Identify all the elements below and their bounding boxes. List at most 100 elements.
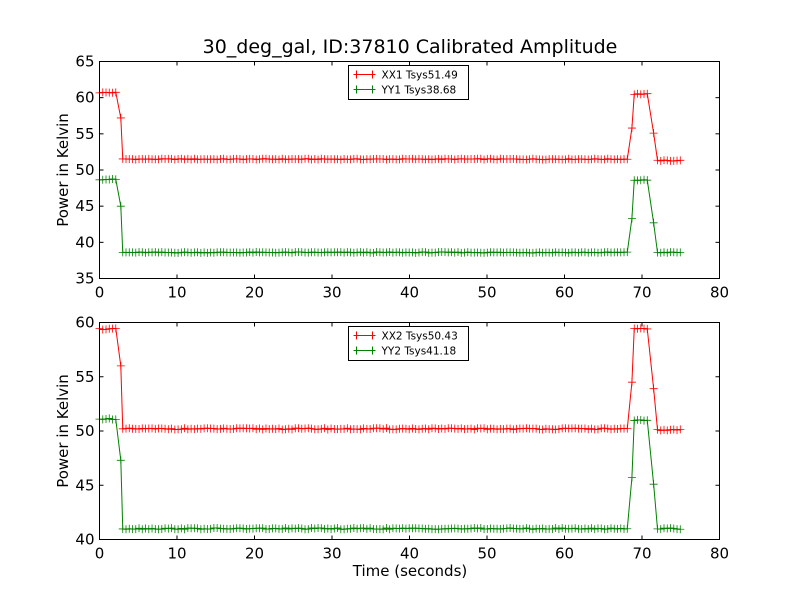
data-point-yy2 xyxy=(623,524,632,533)
data-point-yy2 xyxy=(206,524,215,533)
bottom-legend-box xyxy=(348,326,469,361)
x-tick-label: 60 xyxy=(555,284,574,302)
data-point-xx2 xyxy=(382,424,391,433)
data-point-yy2 xyxy=(669,524,678,533)
legend-marker-icon xyxy=(356,70,373,79)
data-point-xx2 xyxy=(366,425,375,434)
data-point-xx1 xyxy=(541,155,550,164)
data-point-yy2 xyxy=(353,524,362,533)
data-point-yy2 xyxy=(580,524,589,533)
data-point-yy2 xyxy=(676,525,685,534)
bottom-series-layer xyxy=(95,324,685,534)
data-point-xx2 xyxy=(673,426,682,435)
data-point-xx1 xyxy=(346,155,355,164)
bottom-legend: XX2 Tsys50.43 YY2 Tsys41.18 xyxy=(348,326,469,361)
data-point-yy2 xyxy=(522,524,531,533)
legend-entry-yy1: YY1 Tsys38.68 xyxy=(353,85,456,97)
data-point-xx1 xyxy=(226,155,235,164)
data-point-xx1 xyxy=(278,154,287,163)
x-tick-label: 20 xyxy=(245,545,264,563)
y-tick-label: 55 xyxy=(75,125,94,143)
x-tick-label: 40 xyxy=(400,284,419,302)
data-point-yy2 xyxy=(167,524,176,533)
x-tick-label: 70 xyxy=(632,545,651,563)
data-point-xx2 xyxy=(392,425,401,434)
data-point-xx1 xyxy=(450,155,459,164)
bottom-panel: 0 10 20 30 40 50 60 70 80 40 45 50 55 60 Power in Kel… xyxy=(54,314,729,581)
data-point-yy1 xyxy=(574,248,583,257)
series-markers-xx1 xyxy=(95,88,685,165)
data-point-yy2 xyxy=(630,416,639,425)
data-point-xx1 xyxy=(627,124,636,133)
data-point-xx2 xyxy=(323,425,332,434)
legend-entry-xx2: XX2 Tsys50.43 xyxy=(353,331,458,343)
x-tick-label: 10 xyxy=(167,545,186,563)
data-point-yy2 xyxy=(102,415,111,424)
data-point-yy2 xyxy=(607,524,615,533)
data-point-yy2 xyxy=(105,414,114,423)
legend-marker-icon xyxy=(356,85,373,94)
data-point-yy1 xyxy=(116,202,125,211)
data-point-xx2 xyxy=(229,424,238,433)
data-point-yy2 xyxy=(571,524,580,533)
x-tick-label: 30 xyxy=(322,545,341,563)
data-point-yy2 xyxy=(327,525,336,534)
data-point-yy1 xyxy=(111,175,120,184)
data-point-yy1 xyxy=(141,248,150,257)
data-point-xx2 xyxy=(643,324,652,333)
data-point-xx2 xyxy=(424,425,433,434)
y-tick-label: 60 xyxy=(75,314,94,332)
data-point-xx1 xyxy=(213,155,222,164)
data-point-xx2 xyxy=(457,424,466,433)
legend-entry-yy2: YY2 Tsys41.18 xyxy=(353,346,456,358)
data-point-xx1 xyxy=(154,155,163,164)
data-point-yy1 xyxy=(369,248,378,257)
y-tick-label: 45 xyxy=(75,197,94,215)
data-point-yy1 xyxy=(564,248,573,257)
top-legend: XX1 Tsys51.49 YY1 Tsys38.68 xyxy=(348,65,469,100)
data-point-yy1 xyxy=(362,248,371,257)
bottom-y-axis-label: Power in Kelvin xyxy=(54,374,72,488)
data-point-yy2 xyxy=(265,525,274,534)
y-tick-label: 35 xyxy=(75,270,94,288)
data-point-yy1 xyxy=(414,248,423,257)
data-point-yy2 xyxy=(164,524,173,533)
y-tick-label: 50 xyxy=(75,161,94,179)
data-point-xx1 xyxy=(676,156,685,165)
data-point-yy2 xyxy=(506,524,515,533)
data-point-yy1 xyxy=(288,248,297,257)
data-point-xx2 xyxy=(314,425,323,434)
data-point-xx1 xyxy=(255,155,264,164)
data-point-xx2 xyxy=(414,425,423,434)
y-tick-label: 65 xyxy=(75,53,94,71)
top-ticks: 0 10 20 30 40 50 60 70 80 35 40 45 50 55 60 65 xyxy=(75,53,729,302)
data-point-xx1 xyxy=(528,154,537,163)
series-markers-xx2 xyxy=(95,324,685,435)
data-point-xx2 xyxy=(111,324,120,333)
data-point-xx1 xyxy=(656,156,665,165)
data-point-xx1 xyxy=(590,154,599,163)
data-point-xx1 xyxy=(116,113,125,122)
data-point-xx1 xyxy=(663,156,672,165)
data-point-yy1 xyxy=(421,248,430,257)
data-point-xx1 xyxy=(649,129,658,138)
y-tick-label: 40 xyxy=(75,531,94,549)
data-point-yy2 xyxy=(643,416,652,425)
data-point-yy2 xyxy=(366,524,375,533)
data-point-xx1 xyxy=(219,154,228,163)
data-point-yy2 xyxy=(385,525,394,534)
data-point-yy2 xyxy=(304,525,313,534)
data-point-xx2 xyxy=(304,424,313,433)
data-point-xx2 xyxy=(440,424,449,433)
data-point-xx1 xyxy=(480,155,489,164)
x-tick-label: 20 xyxy=(245,284,264,302)
x-tick-label: 60 xyxy=(555,545,574,563)
data-point-xx1 xyxy=(564,154,573,163)
top-series-layer xyxy=(95,88,685,257)
legend-label: XX2 Tsys50.43 xyxy=(382,331,458,343)
data-point-xx2 xyxy=(554,425,563,434)
data-point-xx2 xyxy=(649,384,658,393)
data-point-yy2 xyxy=(111,415,120,424)
x-tick-label: 10 xyxy=(167,284,186,302)
data-point-yy1 xyxy=(663,248,672,257)
